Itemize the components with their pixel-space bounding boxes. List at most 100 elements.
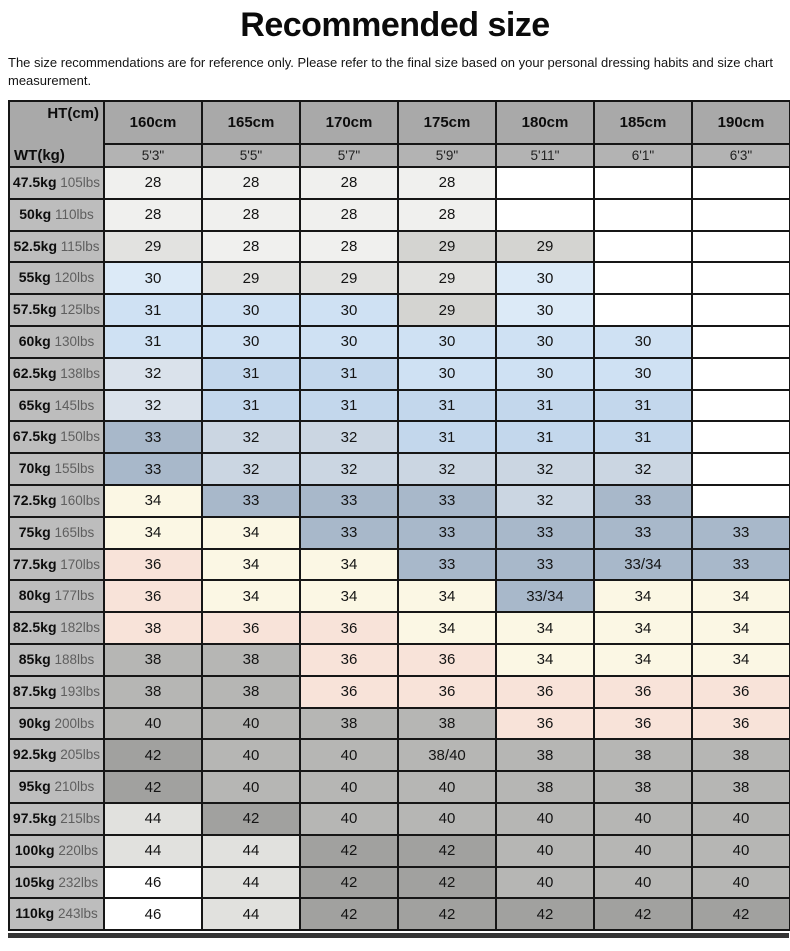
size-cell: 42 bbox=[397, 897, 497, 932]
size-cell bbox=[691, 261, 790, 296]
size-cell bbox=[691, 452, 790, 487]
size-cell bbox=[593, 293, 693, 328]
size-cell: 31 bbox=[299, 356, 399, 391]
size-cell: 32 bbox=[201, 420, 301, 455]
weight-label: 82.5kg 182lbs bbox=[8, 611, 105, 646]
size-cell: 36 bbox=[397, 674, 497, 709]
size-cell: 31 bbox=[593, 388, 693, 423]
size-cell: 42 bbox=[103, 770, 203, 805]
corner-wt-label: WT(kg) bbox=[14, 147, 65, 165]
size-cell: 38 bbox=[201, 674, 301, 709]
size-cell: 33 bbox=[103, 420, 203, 455]
size-cell: 33/34 bbox=[593, 547, 693, 582]
size-cell: 40 bbox=[593, 833, 693, 868]
size-cell: 42 bbox=[201, 802, 301, 836]
weight-kg: 77.5kg bbox=[12, 555, 57, 572]
weight-lbs: 150lbs bbox=[56, 429, 101, 445]
height-row-ft: 5'3" 5'5" 5'7" 5'9" 5'11" 6'1" 6'3" bbox=[9, 143, 790, 169]
size-cell: 46 bbox=[103, 897, 203, 932]
size-cell: 33 bbox=[397, 484, 497, 518]
size-cell: 36 bbox=[593, 706, 693, 741]
weight-row: 105kg 232lbs 46 44 42 42 40 40 40 bbox=[8, 865, 790, 900]
height-ft-header: 6'3" bbox=[691, 143, 790, 169]
height-ft-header: 5'11" bbox=[495, 143, 595, 169]
weight-kg: 67.5kg bbox=[12, 428, 57, 445]
size-cell: 33 bbox=[593, 515, 693, 550]
weight-lbs: 110lbs bbox=[51, 206, 94, 222]
size-cell: 36 bbox=[299, 674, 399, 709]
weight-row: 100kg 220lbs 44 44 42 42 40 40 40 bbox=[8, 833, 790, 868]
size-cell: 33/34 bbox=[495, 579, 595, 614]
weight-lbs: 170lbs bbox=[56, 556, 101, 572]
size-cell: 34 bbox=[103, 515, 203, 550]
size-cell: 31 bbox=[397, 420, 497, 455]
weight-label: 110kg 243lbs bbox=[8, 897, 105, 932]
size-cell: 29 bbox=[103, 229, 203, 264]
size-cell: 34 bbox=[201, 547, 301, 582]
size-cell: 36 bbox=[495, 674, 595, 709]
weight-kg: 62.5kg bbox=[12, 364, 57, 381]
weight-lbs: 130lbs bbox=[50, 333, 95, 349]
size-cell: 31 bbox=[201, 356, 301, 391]
size-cell: 33 bbox=[593, 484, 693, 518]
size-cell: 30 bbox=[397, 356, 497, 391]
size-cell: 33 bbox=[299, 484, 399, 518]
size-cell: 29 bbox=[397, 261, 497, 296]
size-cell: 33 bbox=[397, 547, 497, 582]
weight-lbs: 193lbs bbox=[56, 683, 101, 699]
weight-kg: 92.5kg bbox=[12, 746, 57, 763]
weight-row: 90kg 200lbs 40 40 38 38 36 36 36 bbox=[8, 706, 790, 741]
size-cell: 40 bbox=[397, 802, 497, 836]
height-row-cm: HT(cm) WT(kg) 160cm 165cm 170cm 175cm 180cm 1… bbox=[8, 100, 790, 169]
size-cell: 38 bbox=[103, 674, 203, 709]
size-cell: 29 bbox=[201, 261, 301, 296]
table-bottom-strip bbox=[8, 933, 789, 939]
size-cell: 40 bbox=[299, 802, 399, 836]
size-cell bbox=[691, 229, 790, 264]
size-cell: 31 bbox=[103, 293, 203, 328]
size-cell: 32 bbox=[103, 388, 203, 423]
size-cell bbox=[691, 197, 790, 232]
size-cell: 36 bbox=[201, 611, 301, 646]
size-cell: 28 bbox=[397, 197, 497, 232]
size-cell: 42 bbox=[397, 865, 497, 900]
size-cell: 29 bbox=[397, 229, 497, 264]
weight-lbs: 188lbs bbox=[50, 651, 95, 667]
weight-label: 60kg 130lbs bbox=[8, 325, 105, 359]
size-cell: 30 bbox=[593, 325, 693, 359]
size-cell bbox=[691, 420, 790, 455]
weight-label: 52.5kg 115lbs bbox=[8, 229, 105, 264]
size-cell: 33 bbox=[495, 515, 595, 550]
size-cell: 34 bbox=[103, 484, 203, 518]
weight-label: 105kg 232lbs bbox=[8, 865, 105, 900]
size-cell: 36 bbox=[103, 547, 203, 582]
size-cell: 31 bbox=[397, 388, 497, 423]
size-cell: 34 bbox=[691, 579, 790, 614]
weight-label: 95kg 210lbs bbox=[8, 770, 105, 805]
size-cell: 30 bbox=[103, 261, 203, 296]
size-cell: 28 bbox=[397, 166, 497, 200]
size-cell bbox=[691, 356, 790, 391]
weight-label: 67.5kg 150lbs bbox=[8, 420, 105, 455]
size-cell: 38 bbox=[691, 738, 790, 773]
size-cell: 34 bbox=[593, 643, 693, 677]
size-cell: 36 bbox=[495, 706, 595, 741]
page-title: Recommended size bbox=[240, 6, 550, 44]
size-cell: 40 bbox=[201, 706, 301, 741]
size-cell: 36 bbox=[103, 579, 203, 614]
size-cell: 34 bbox=[397, 611, 497, 646]
weight-kg: 60kg bbox=[18, 332, 51, 349]
size-cell: 40 bbox=[495, 802, 595, 836]
size-cell: 42 bbox=[299, 865, 399, 900]
weight-row: 80kg 177lbs 36 34 34 34 33/34 34 34 bbox=[8, 579, 790, 614]
weight-lbs: 182lbs bbox=[56, 620, 101, 636]
size-cell: 28 bbox=[299, 197, 399, 232]
weight-kg: 55kg bbox=[18, 269, 51, 286]
weight-lbs: 160lbs bbox=[56, 492, 101, 508]
size-cell: 32 bbox=[201, 452, 301, 487]
size-cell: 33 bbox=[397, 515, 497, 550]
weight-kg: 52.5kg bbox=[13, 237, 58, 254]
weight-kg: 100kg bbox=[14, 841, 55, 858]
weight-kg: 70kg bbox=[18, 460, 51, 477]
size-cell bbox=[691, 293, 790, 328]
